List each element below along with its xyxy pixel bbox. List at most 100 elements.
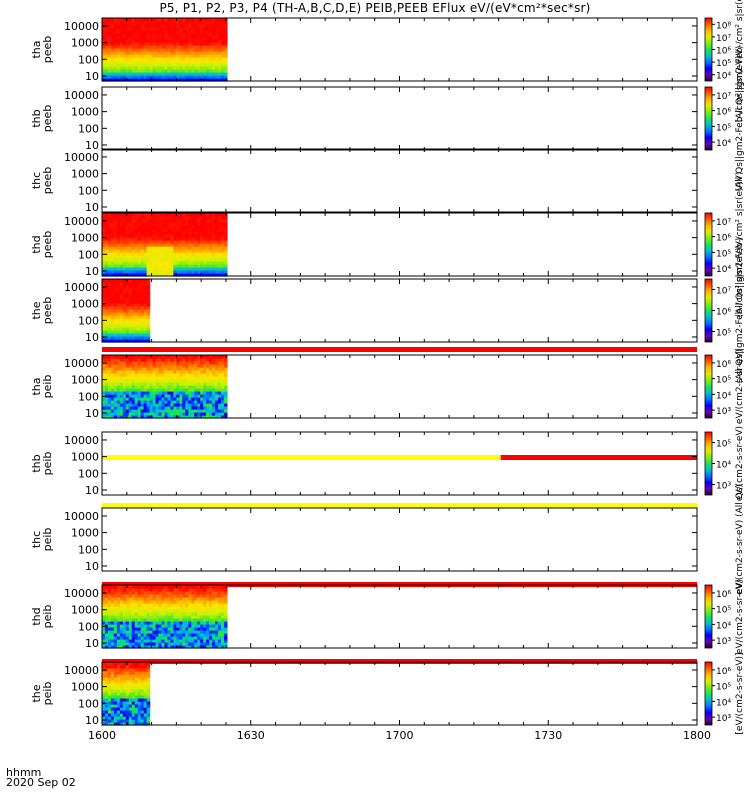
spectrogram-cell <box>206 18 210 22</box>
spectrogram-cell <box>203 213 207 217</box>
spectrogram-cell <box>102 367 106 371</box>
spectrogram-cell <box>155 612 160 616</box>
spectrogram-cell <box>185 606 189 610</box>
spectrogram-cell <box>131 312 136 316</box>
spectrogram-cell <box>137 394 142 398</box>
spectrogram-cell <box>152 243 157 247</box>
spectrogram-cell <box>119 415 124 419</box>
spectrogram-cell <box>125 222 130 226</box>
spectrogram-cell <box>194 36 198 40</box>
spectrogram-cell <box>215 409 219 413</box>
spectrogram-cell <box>212 609 216 613</box>
spectrogram-cell <box>179 54 183 58</box>
spectrogram-cell <box>146 54 151 58</box>
spectrogram-cell <box>197 66 201 70</box>
spectrogram-cell <box>116 33 121 37</box>
spectrogram-cell <box>164 364 169 368</box>
spectrogram-cell <box>164 228 169 232</box>
spectrogram-cell <box>197 222 201 226</box>
spectrogram-cell <box>140 300 145 304</box>
spectrogram-cell <box>137 376 142 380</box>
spectrogram-cell <box>149 228 154 232</box>
spectrogram-cell <box>149 615 154 619</box>
spectrogram-cell <box>209 27 213 31</box>
spectrogram-cell <box>143 267 148 271</box>
spectrogram-cell <box>122 213 127 217</box>
spectrogram-cell <box>182 222 186 226</box>
spectrogram-cell <box>197 585 201 589</box>
spectrogram-cell <box>215 624 219 628</box>
spectrogram-cell <box>212 588 216 592</box>
spectrogram-cell <box>122 54 127 58</box>
spectrogram-cell <box>125 309 130 313</box>
spectrogram-cell <box>179 358 183 362</box>
spectrogram-cell <box>131 252 136 256</box>
spectrogram-cell <box>209 42 213 46</box>
spectrogram-cell <box>128 594 133 598</box>
spectrogram-cell <box>188 385 192 389</box>
spectrogram-cell <box>113 388 118 392</box>
spectrogram-cell <box>221 609 225 613</box>
spectrogram-cell <box>176 645 180 649</box>
spectrogram-cell <box>110 75 115 79</box>
spectrogram-cell <box>122 382 127 386</box>
spectrogram-cell <box>188 30 192 34</box>
spectrogram-cell <box>134 376 139 380</box>
spectrogram-cell <box>122 686 127 690</box>
colorbar-tick-label: 10⁷ <box>716 34 731 44</box>
spectrogram-cell <box>185 72 189 76</box>
spectrogram-cell <box>221 45 225 49</box>
spectrogram-cell <box>122 701 127 705</box>
spectrogram-cell <box>122 222 127 226</box>
spectrogram-cell <box>223 594 228 598</box>
spectrogram-cell <box>131 710 136 714</box>
spectrogram-cell <box>104 306 109 310</box>
x-tick-label: 1700 <box>386 729 414 742</box>
spectrogram-cell <box>203 21 207 25</box>
spectrogram-cell <box>119 288 124 292</box>
spectrogram-cell <box>182 409 186 413</box>
spectrogram-cell <box>158 75 163 79</box>
spectrogram-cell <box>221 66 225 70</box>
spectrogram-cell <box>119 695 124 699</box>
spectrogram-cell <box>131 306 136 310</box>
spectrogram-cell <box>212 39 216 43</box>
spectrogram-cell <box>179 388 183 392</box>
spectrogram-cell <box>140 264 145 268</box>
spectrogram-cell <box>134 615 139 619</box>
spectrogram-cell <box>116 261 121 265</box>
spectrogram-cell <box>158 400 163 404</box>
spectrogram-cell <box>176 42 180 46</box>
spectrogram-cell <box>110 415 115 419</box>
spectrogram-cell <box>140 327 145 331</box>
spectrogram-cell <box>131 237 136 241</box>
spectrogram-cell <box>149 222 154 226</box>
spectrogram-cell <box>125 249 130 253</box>
spectrogram-cell <box>194 213 198 217</box>
spectrogram-cell <box>137 327 142 331</box>
spectrogram-cell <box>102 397 106 401</box>
spectrogram-cell <box>110 222 115 226</box>
spectrogram-cell <box>173 45 177 49</box>
spectrogram-cell <box>104 609 109 613</box>
spectrogram-cell <box>191 42 195 46</box>
spectrogram-cell <box>212 594 216 598</box>
spectrogram-cell <box>113 639 118 643</box>
spectrogram-cell <box>113 75 118 79</box>
spectrogram-cell <box>122 707 127 711</box>
spectrogram-cell <box>158 48 163 52</box>
spectrogram-cell <box>158 24 163 28</box>
y-tick-label: 1000 <box>71 527 99 540</box>
spectrogram-cell <box>107 228 112 232</box>
spectrogram-cell <box>119 606 124 610</box>
spectrogram-cell <box>140 306 145 310</box>
spectrogram-cell <box>197 69 201 73</box>
spectrogram-cell <box>102 585 106 589</box>
spectrogram-cell <box>194 258 198 262</box>
spectrogram-cell <box>125 710 130 714</box>
spectrogram-cell <box>149 394 154 398</box>
spectrogram-cell <box>176 382 180 386</box>
spectrogram-cell <box>110 306 115 310</box>
spectrogram-cell <box>122 618 127 622</box>
spectrogram-cell <box>122 333 127 337</box>
